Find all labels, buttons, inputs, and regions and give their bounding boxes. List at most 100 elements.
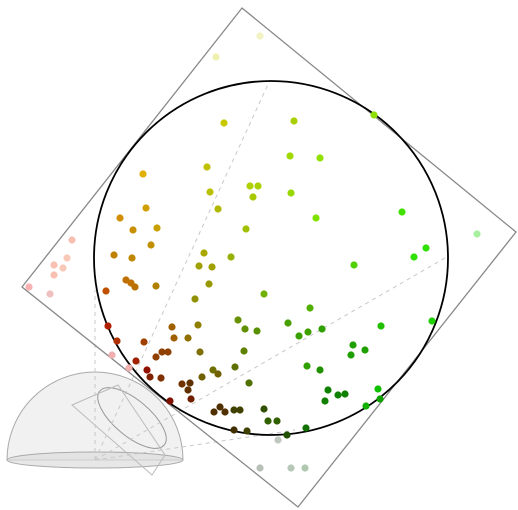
point — [316, 154, 324, 162]
point — [306, 304, 314, 312]
point — [283, 431, 291, 439]
cone-section — [97, 387, 167, 449]
point — [184, 334, 192, 342]
point — [260, 290, 268, 298]
point — [221, 408, 229, 416]
point — [153, 224, 161, 232]
point — [256, 464, 264, 472]
point — [110, 251, 118, 259]
point — [196, 348, 204, 356]
point — [318, 325, 326, 333]
point — [158, 348, 166, 356]
point — [245, 379, 253, 387]
point — [264, 417, 272, 425]
point — [143, 366, 151, 374]
point — [212, 53, 220, 61]
point — [295, 332, 303, 340]
point — [102, 287, 110, 295]
point — [273, 417, 281, 425]
point — [231, 363, 239, 371]
point — [203, 163, 211, 171]
point — [341, 390, 349, 398]
point — [194, 321, 202, 329]
points — [25, 32, 481, 472]
point — [152, 282, 160, 290]
point — [63, 254, 71, 262]
point — [301, 464, 309, 472]
point — [116, 214, 124, 222]
point — [152, 353, 160, 361]
point — [374, 385, 382, 393]
point — [428, 317, 436, 325]
point — [50, 261, 58, 269]
point — [287, 464, 295, 472]
point — [241, 325, 249, 333]
point — [362, 402, 370, 410]
point — [170, 334, 178, 342]
point — [321, 397, 329, 405]
point — [104, 322, 112, 330]
point — [256, 32, 264, 40]
point — [240, 347, 248, 355]
point — [166, 397, 174, 405]
point — [68, 236, 76, 244]
point — [377, 322, 385, 330]
point — [214, 205, 222, 213]
point — [473, 230, 481, 238]
point — [25, 283, 33, 291]
point — [410, 253, 418, 261]
point — [132, 357, 140, 365]
point — [230, 426, 238, 434]
point — [303, 362, 311, 370]
point — [214, 370, 222, 378]
point — [208, 263, 216, 271]
point — [234, 316, 242, 324]
point — [287, 189, 295, 197]
point — [195, 262, 203, 270]
point — [178, 380, 186, 388]
point — [422, 244, 430, 252]
point — [184, 386, 192, 394]
point — [140, 338, 148, 346]
point — [284, 319, 292, 327]
point — [254, 182, 262, 190]
point — [200, 249, 208, 257]
point — [59, 264, 67, 272]
point — [129, 226, 137, 234]
point — [157, 374, 165, 382]
point — [249, 193, 257, 201]
point — [125, 364, 133, 372]
point — [350, 261, 358, 269]
point — [205, 280, 213, 288]
point — [242, 225, 250, 233]
point — [131, 283, 139, 291]
point — [361, 346, 369, 354]
point — [227, 253, 235, 261]
point — [236, 406, 244, 414]
point — [108, 351, 116, 359]
point — [209, 366, 217, 374]
point — [302, 424, 310, 432]
point — [186, 379, 194, 387]
point — [164, 348, 172, 356]
point — [304, 328, 312, 336]
point — [216, 403, 224, 411]
point — [243, 427, 251, 435]
guide-line — [94, 257, 446, 461]
point — [376, 395, 384, 403]
point — [370, 111, 378, 119]
point — [312, 214, 320, 222]
point — [398, 208, 406, 216]
point — [324, 386, 332, 394]
projection-square — [21, 7, 517, 508]
point — [139, 170, 147, 178]
point — [147, 241, 155, 249]
guide-line — [94, 79, 271, 461]
point — [210, 408, 218, 416]
point — [187, 395, 195, 403]
point — [316, 366, 324, 374]
point — [146, 373, 154, 381]
point — [191, 295, 199, 303]
point — [347, 351, 355, 359]
